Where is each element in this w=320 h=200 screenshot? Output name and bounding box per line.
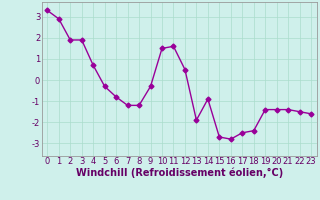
X-axis label: Windchill (Refroidissement éolien,°C): Windchill (Refroidissement éolien,°C) — [76, 168, 283, 178]
